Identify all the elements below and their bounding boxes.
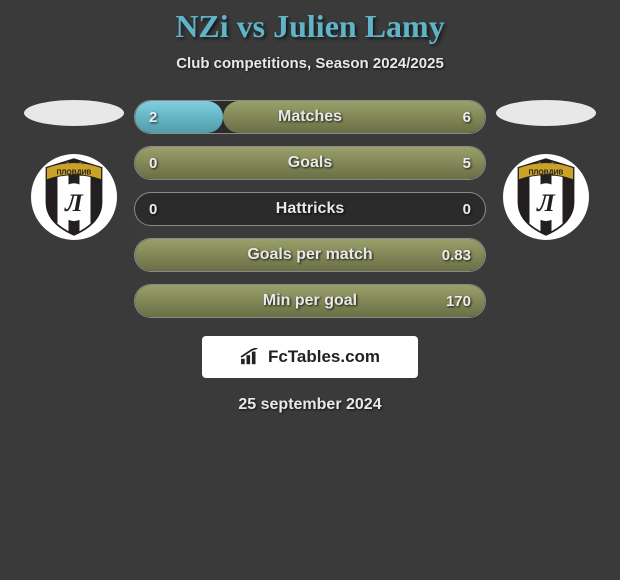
stat-fill-right [223,101,486,133]
badge-letter-left: Л [64,188,84,217]
stat-value-left: 2 [149,109,157,126]
stat-value-right: 170 [446,293,471,310]
brand-text: FcTables.com [268,347,380,367]
page-title: NZi vs Julien Lamy [175,8,444,45]
stat-value-right: 5 [463,155,471,172]
stat-row: Goals per match 0.83 [134,238,486,272]
stat-row: 2 Matches 6 [134,100,486,134]
player-oval-left [24,100,124,126]
stat-label: Goals [288,154,332,172]
brand-box[interactable]: FcTables.com [202,336,418,378]
badge-banner-text-left: ПЛОВДИВ [57,170,92,177]
badge-letter-right: Л [536,188,556,217]
club-badge-right: ПЛОВДИВ Л [503,154,589,240]
stat-row: 0 Goals 5 [134,146,486,180]
player-oval-right [496,100,596,126]
subtitle: Club competitions, Season 2024/2025 [176,55,444,72]
stat-value-left: 0 [149,201,157,218]
stats-column: 2 Matches 6 0 Goals 5 0 Hattricks 0 Goals per mat… [134,100,486,318]
stat-value-left: 0 [149,155,157,172]
bar-chart-icon [240,348,262,366]
stat-row: 0 Hattricks 0 [134,192,486,226]
side-left: ПЛОВДИВ Л [14,100,134,240]
main-row: ПЛОВДИВ Л 2 Matches 6 0 Goals 5 0 Hattricks 0 Goa… [0,100,620,318]
date-label: 25 september 2024 [238,396,381,414]
stat-value-right: 6 [463,109,471,126]
stat-label: Min per goal [263,292,357,310]
stat-value-right: 0 [463,201,471,218]
stat-label: Goals per match [247,246,372,264]
club-badge-left: ПЛОВДИВ Л [31,154,117,240]
stat-row: Min per goal 170 [134,284,486,318]
badge-banner-text-right: ПЛОВДИВ [529,170,564,177]
stat-label: Hattricks [276,200,344,218]
comparison-card: NZi vs Julien Lamy Club competitions, Se… [0,0,620,414]
stat-value-right: 0.83 [442,247,471,264]
side-right: ПЛОВДИВ Л [486,100,606,240]
stat-label: Matches [278,108,342,126]
